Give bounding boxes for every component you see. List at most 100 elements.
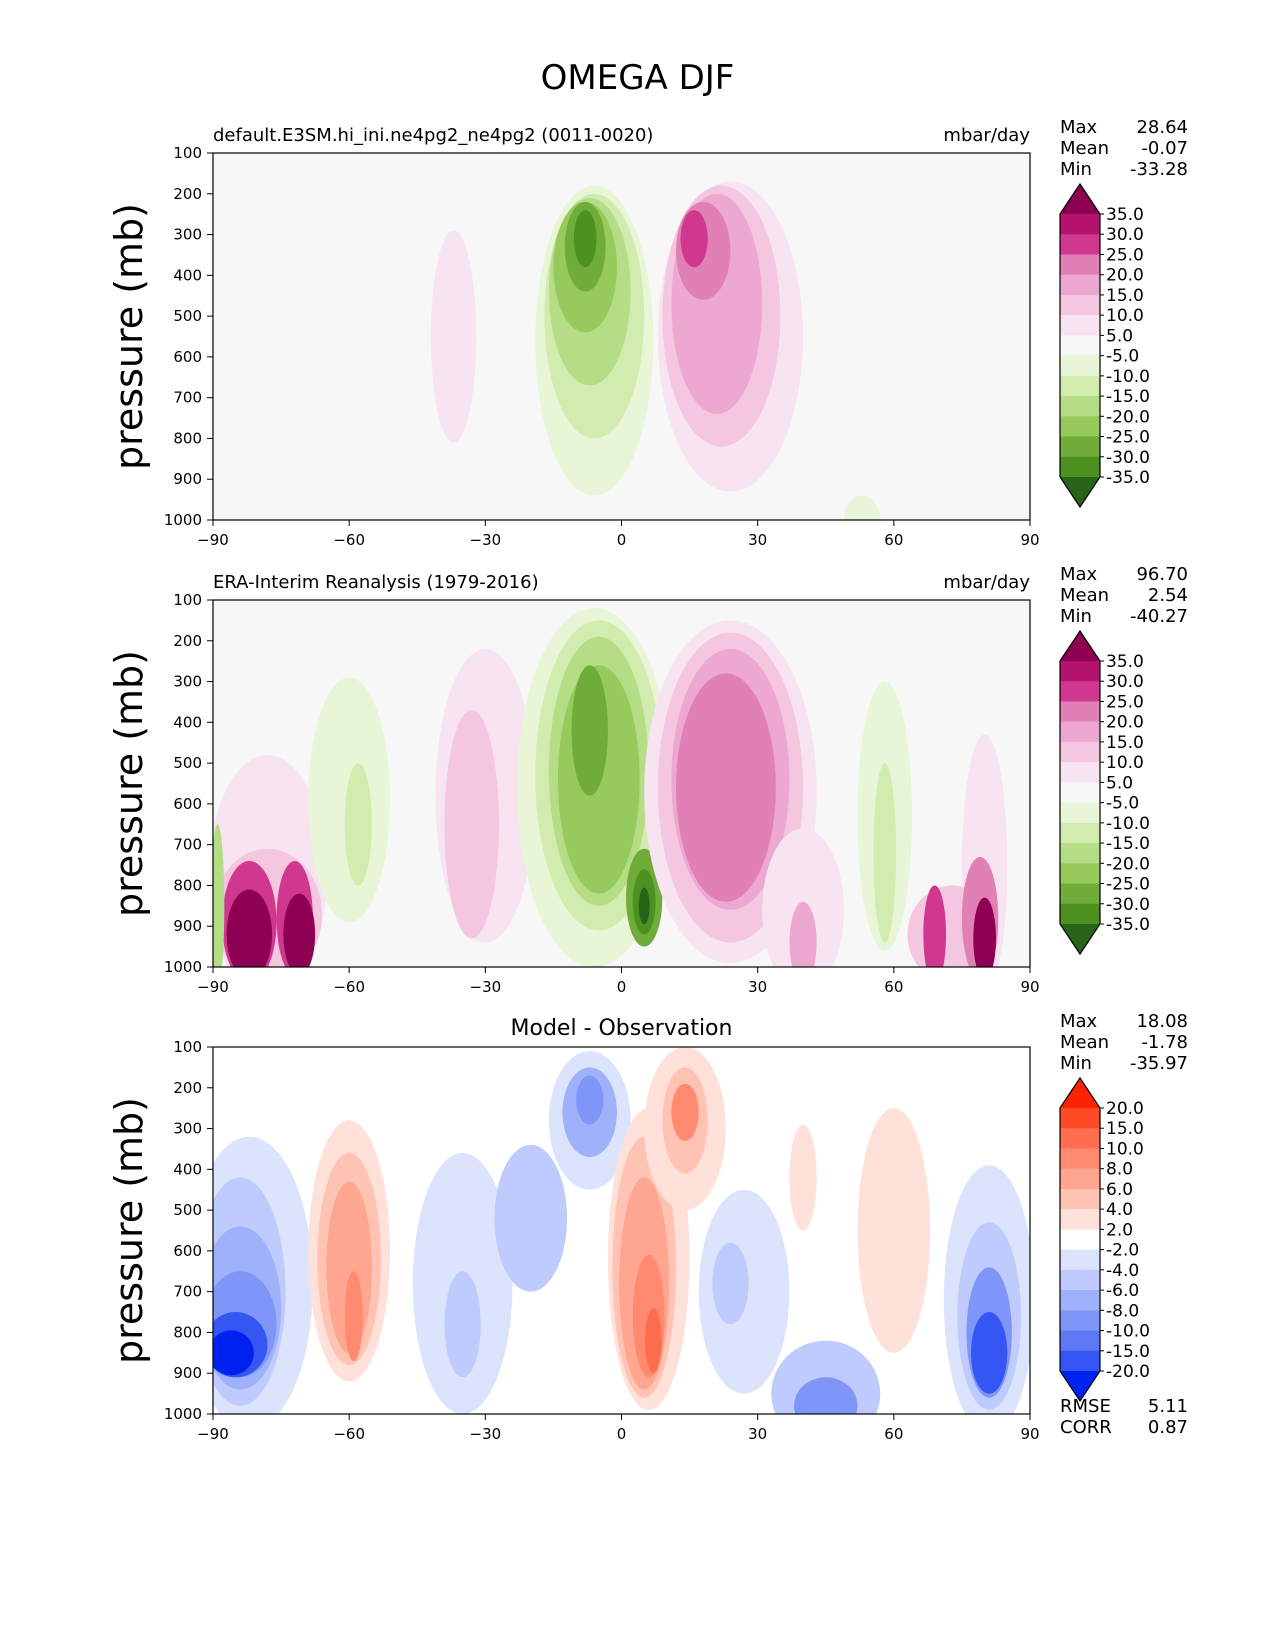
- contour-region: [576, 1075, 604, 1125]
- contour-region: [873, 763, 897, 943]
- colorbar-tick-label: -6.0: [1106, 1281, 1139, 1301]
- y-tick-label: 900: [173, 470, 202, 488]
- stat-value: 28.64: [1136, 117, 1188, 138]
- x-tick-label: 0: [617, 531, 627, 549]
- colorbar-band: [1060, 1128, 1100, 1149]
- contour-region: [789, 1124, 817, 1231]
- colorbar-tick-label: -8.0: [1106, 1301, 1139, 1321]
- colorbar-band: [1060, 1249, 1100, 1271]
- colorbar-band: [1060, 1209, 1100, 1230]
- colorbar-tick-label: -35.0: [1106, 468, 1150, 488]
- contour-region: [430, 230, 477, 443]
- colorbar-tick-label: -15.0: [1106, 834, 1150, 854]
- colorbar-band: [1060, 1330, 1100, 1352]
- colorbar-extend-max: [1060, 631, 1100, 661]
- x-tick-label: 30: [748, 531, 767, 549]
- contour-region: [571, 665, 608, 796]
- colorbar-extend-max: [1060, 184, 1100, 214]
- y-tick-label: 200: [173, 1079, 202, 1097]
- colorbar-tick-label: 8.0: [1106, 1160, 1133, 1180]
- colorbar-tick-label: 5.0: [1106, 326, 1133, 346]
- stat-value: 2.54: [1148, 585, 1188, 606]
- contour-region: [213, 1330, 254, 1376]
- x-tick-label: −60: [333, 531, 365, 549]
- y-tick-label: 100: [173, 591, 202, 609]
- y-tick-label: 100: [173, 144, 202, 162]
- contour-region: [444, 710, 499, 939]
- colorbar-band: [1060, 822, 1100, 844]
- x-tick-label: 60: [884, 531, 903, 549]
- contour-region: [494, 1144, 568, 1292]
- x-tick-label: −30: [470, 1425, 502, 1443]
- stat-value: -33.28: [1130, 159, 1188, 180]
- y-tick-label: 500: [173, 754, 202, 772]
- y-tick-label: 1000: [164, 511, 202, 529]
- contour-region: [573, 210, 597, 268]
- x-tick-label: −90: [197, 531, 229, 549]
- x-tick-label: 0: [617, 978, 627, 996]
- contour-fills: [213, 1047, 1030, 1414]
- colorbar: 35.030.025.020.015.010.05.0-5.0-10.0-15.…: [1059, 629, 1150, 956]
- contour-region: [712, 1242, 749, 1325]
- colorbar-tick-label: 35.0: [1106, 205, 1144, 225]
- colorbar-band: [1060, 436, 1100, 458]
- x-tick-label: −30: [470, 978, 502, 996]
- contour-region: [857, 1108, 931, 1353]
- colorbar-tick-label: -35.0: [1106, 915, 1150, 935]
- stat-value: -40.27: [1130, 606, 1188, 627]
- y-tick-label: 400: [173, 1160, 202, 1178]
- colorbar-band: [1060, 315, 1100, 336]
- colorbar-band: [1060, 1148, 1100, 1170]
- contour-region: [645, 1307, 662, 1374]
- contour-region: [762, 828, 844, 967]
- colorbar-band: [1060, 1229, 1100, 1251]
- panel-title: default.E3SM.hi_ini.ne4pg2_ne4pg2 (0011-…: [213, 125, 653, 146]
- colorbar-tick-label: -30.0: [1106, 448, 1150, 468]
- colorbar-band: [1060, 681, 1100, 702]
- colorbar-tick-label: 25.0: [1106, 692, 1144, 712]
- contour-region: [344, 1271, 363, 1361]
- colorbar-extend-min: [1060, 477, 1100, 507]
- stat-label: Min: [1060, 1053, 1092, 1074]
- colorbar-tick-label: -15.0: [1106, 1342, 1150, 1362]
- contour-region: [970, 1312, 1008, 1394]
- contour-region: [680, 210, 708, 268]
- contour-region: [283, 893, 316, 967]
- x-tick-label: 90: [1020, 978, 1039, 996]
- colorbar-tick-label: 20.0: [1106, 713, 1144, 733]
- stat-label: Min: [1060, 606, 1092, 627]
- colorbar-tick-label: 15.0: [1106, 1119, 1144, 1139]
- panel-difference: Model - Observation pressure (mb) 100 200 30…: [0, 1004, 1275, 1449]
- colorbar-band: [1060, 762, 1100, 783]
- x-tick-label: 30: [748, 1425, 767, 1443]
- stat-label: CORR: [1060, 1417, 1112, 1438]
- colorbar-band: [1060, 1269, 1100, 1291]
- contour-fills: [213, 608, 1008, 967]
- colorbar-band: [1060, 294, 1100, 316]
- y-tick-label: 900: [173, 917, 202, 935]
- colorbar-band: [1060, 274, 1100, 296]
- colorbar-band: [1060, 1310, 1100, 1332]
- colorbar-band: [1060, 396, 1100, 417]
- colorbar-tick-label: -10.0: [1106, 814, 1150, 834]
- panel-title: Model - Observation: [511, 1016, 733, 1041]
- stat-label: Min: [1060, 159, 1092, 180]
- colorbar: 20.015.010.08.06.04.02.0-2.0-4.0-6.0-8.0…: [1059, 1076, 1150, 1403]
- colorbar-tick-label: 35.0: [1106, 652, 1144, 672]
- contour-region: [638, 887, 650, 925]
- observation-contour-plot: ERA-Interim Reanalysis (1979-2016) mbar/d…: [107, 564, 1188, 996]
- colorbar-tick-label: -20.0: [1106, 407, 1150, 427]
- y-tick-label: 400: [173, 266, 202, 284]
- colorbar-tick-label: -25.0: [1106, 428, 1150, 448]
- colorbar-tick-label: 30.0: [1106, 225, 1144, 245]
- y-tick-label: 200: [173, 632, 202, 650]
- stat-value: -35.97: [1130, 1053, 1188, 1074]
- colorbar-tick-label: 15.0: [1106, 286, 1144, 306]
- panel-units: mbar/day: [943, 572, 1030, 593]
- y-tick-label: 300: [173, 226, 202, 244]
- y-tick-label: 600: [173, 795, 202, 813]
- y-tick-label: 800: [173, 429, 202, 447]
- contour-region: [843, 495, 881, 520]
- colorbar-tick-label: 15.0: [1106, 733, 1144, 753]
- y-axis-label: pressure (mb): [107, 203, 151, 470]
